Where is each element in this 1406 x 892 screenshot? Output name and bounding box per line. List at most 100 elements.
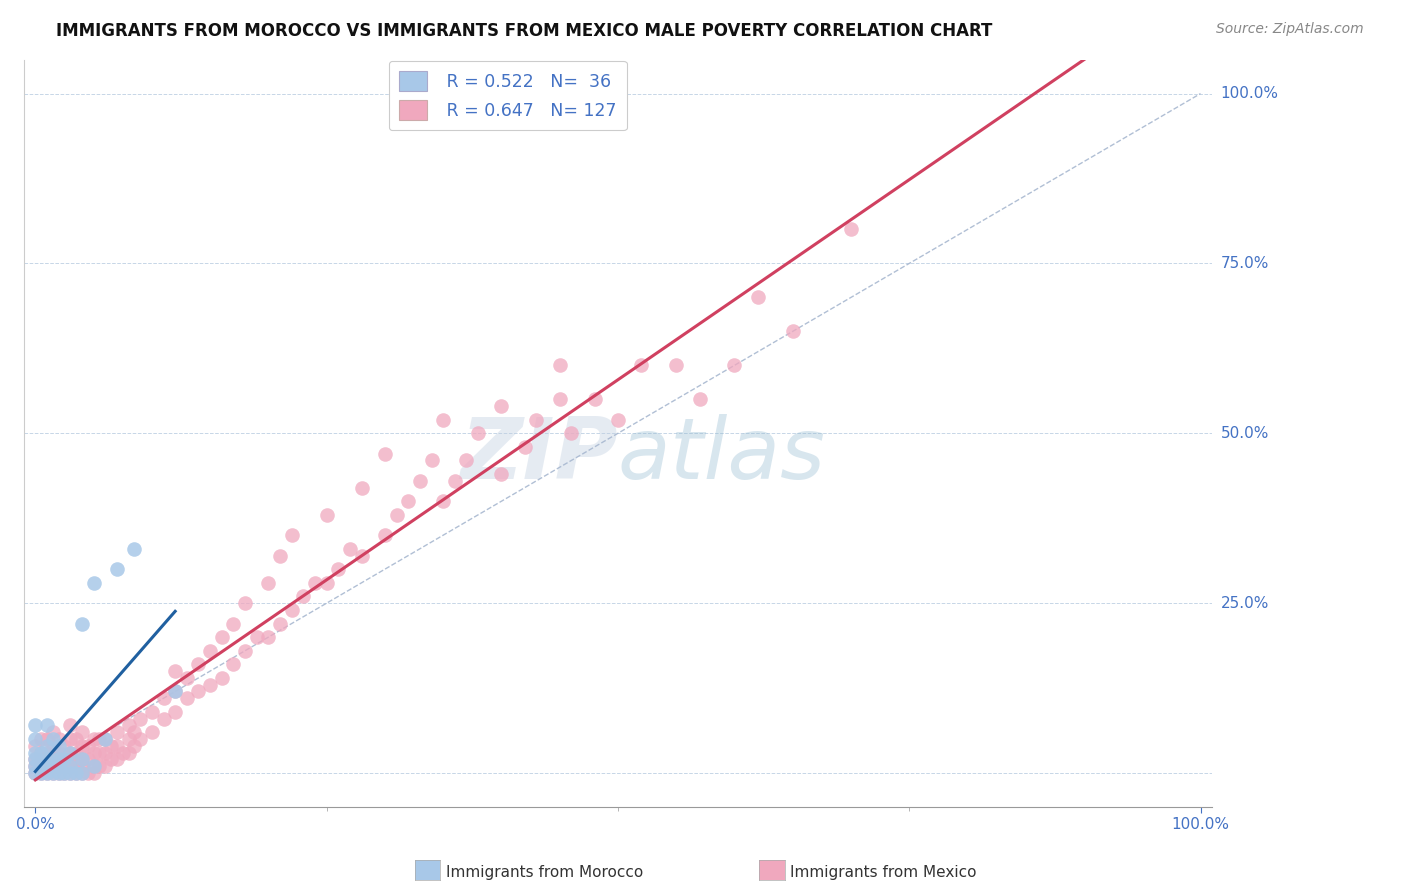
Point — [222, 616, 245, 631]
Point — [48, 746, 70, 760]
Point — [129, 732, 152, 747]
Point — [42, 752, 65, 766]
Point — [59, 759, 82, 773]
Point — [70, 766, 93, 780]
Point — [83, 732, 105, 747]
Point — [70, 725, 93, 739]
Point — [24, 746, 46, 760]
Point — [48, 766, 70, 780]
Point — [83, 759, 105, 773]
Point — [124, 541, 146, 556]
Point — [491, 467, 513, 481]
Point — [35, 752, 58, 766]
Point — [35, 759, 58, 773]
Point — [105, 752, 128, 766]
Point — [94, 732, 117, 747]
Point — [548, 392, 571, 407]
Point — [396, 494, 419, 508]
Point — [105, 725, 128, 739]
Point — [30, 766, 52, 780]
Point — [607, 413, 630, 427]
Point — [42, 766, 65, 780]
Point — [328, 562, 350, 576]
Point — [59, 746, 82, 760]
Point — [198, 678, 221, 692]
Point — [24, 718, 46, 732]
Point — [124, 739, 146, 753]
Point — [165, 684, 187, 698]
Point — [59, 732, 82, 747]
Point — [141, 705, 163, 719]
Point — [30, 746, 52, 760]
Point — [48, 759, 70, 773]
Point — [315, 508, 337, 522]
Point — [198, 643, 221, 657]
Point — [70, 752, 93, 766]
Point — [513, 440, 536, 454]
Point — [42, 766, 65, 780]
Point — [124, 725, 146, 739]
Point — [374, 528, 396, 542]
Point — [35, 766, 58, 780]
Point — [30, 766, 52, 780]
Point — [35, 732, 58, 747]
Point — [35, 752, 58, 766]
Point — [24, 732, 46, 747]
Point — [48, 752, 70, 766]
Point — [165, 684, 187, 698]
Point — [48, 766, 70, 780]
Point — [94, 732, 117, 747]
Point — [42, 725, 65, 739]
Point — [30, 759, 52, 773]
Point — [548, 359, 571, 373]
Text: ZIP: ZIP — [460, 414, 619, 497]
Point — [76, 752, 98, 766]
Point — [176, 671, 198, 685]
Point — [42, 739, 65, 753]
Point — [65, 759, 87, 773]
Text: 75.0%: 75.0% — [1220, 256, 1268, 271]
Point — [350, 481, 373, 495]
Point — [129, 712, 152, 726]
Point — [89, 732, 111, 747]
Point — [100, 752, 122, 766]
Point — [48, 752, 70, 766]
Point — [35, 759, 58, 773]
Point — [583, 392, 606, 407]
Point — [491, 399, 513, 413]
Point — [456, 453, 478, 467]
Point — [59, 752, 82, 766]
Point — [176, 691, 198, 706]
Point — [117, 746, 139, 760]
Point — [24, 766, 46, 780]
Point — [409, 474, 432, 488]
Point — [65, 766, 87, 780]
Text: 50.0%: 50.0% — [1220, 425, 1268, 441]
Point — [117, 732, 139, 747]
Point — [467, 426, 489, 441]
Point — [65, 746, 87, 760]
Point — [83, 759, 105, 773]
Point — [24, 759, 46, 773]
Point — [53, 752, 76, 766]
Point — [53, 739, 76, 753]
Point — [782, 324, 804, 338]
Point — [24, 766, 46, 780]
Point — [53, 766, 76, 780]
Point — [304, 575, 326, 590]
Point — [42, 752, 65, 766]
Point — [630, 359, 652, 373]
Point — [165, 705, 187, 719]
Text: IMMIGRANTS FROM MOROCCO VS IMMIGRANTS FROM MEXICO MALE POVERTY CORRELATION CHART: IMMIGRANTS FROM MOROCCO VS IMMIGRANTS FR… — [56, 22, 993, 40]
Text: Source: ZipAtlas.com: Source: ZipAtlas.com — [1216, 22, 1364, 37]
Point — [141, 725, 163, 739]
Point — [76, 766, 98, 780]
Point — [374, 447, 396, 461]
Point — [222, 657, 245, 672]
Point — [53, 766, 76, 780]
Point — [70, 616, 93, 631]
Point — [70, 759, 93, 773]
Point — [59, 759, 82, 773]
Point — [83, 575, 105, 590]
Text: Immigrants from Morocco: Immigrants from Morocco — [446, 865, 643, 880]
